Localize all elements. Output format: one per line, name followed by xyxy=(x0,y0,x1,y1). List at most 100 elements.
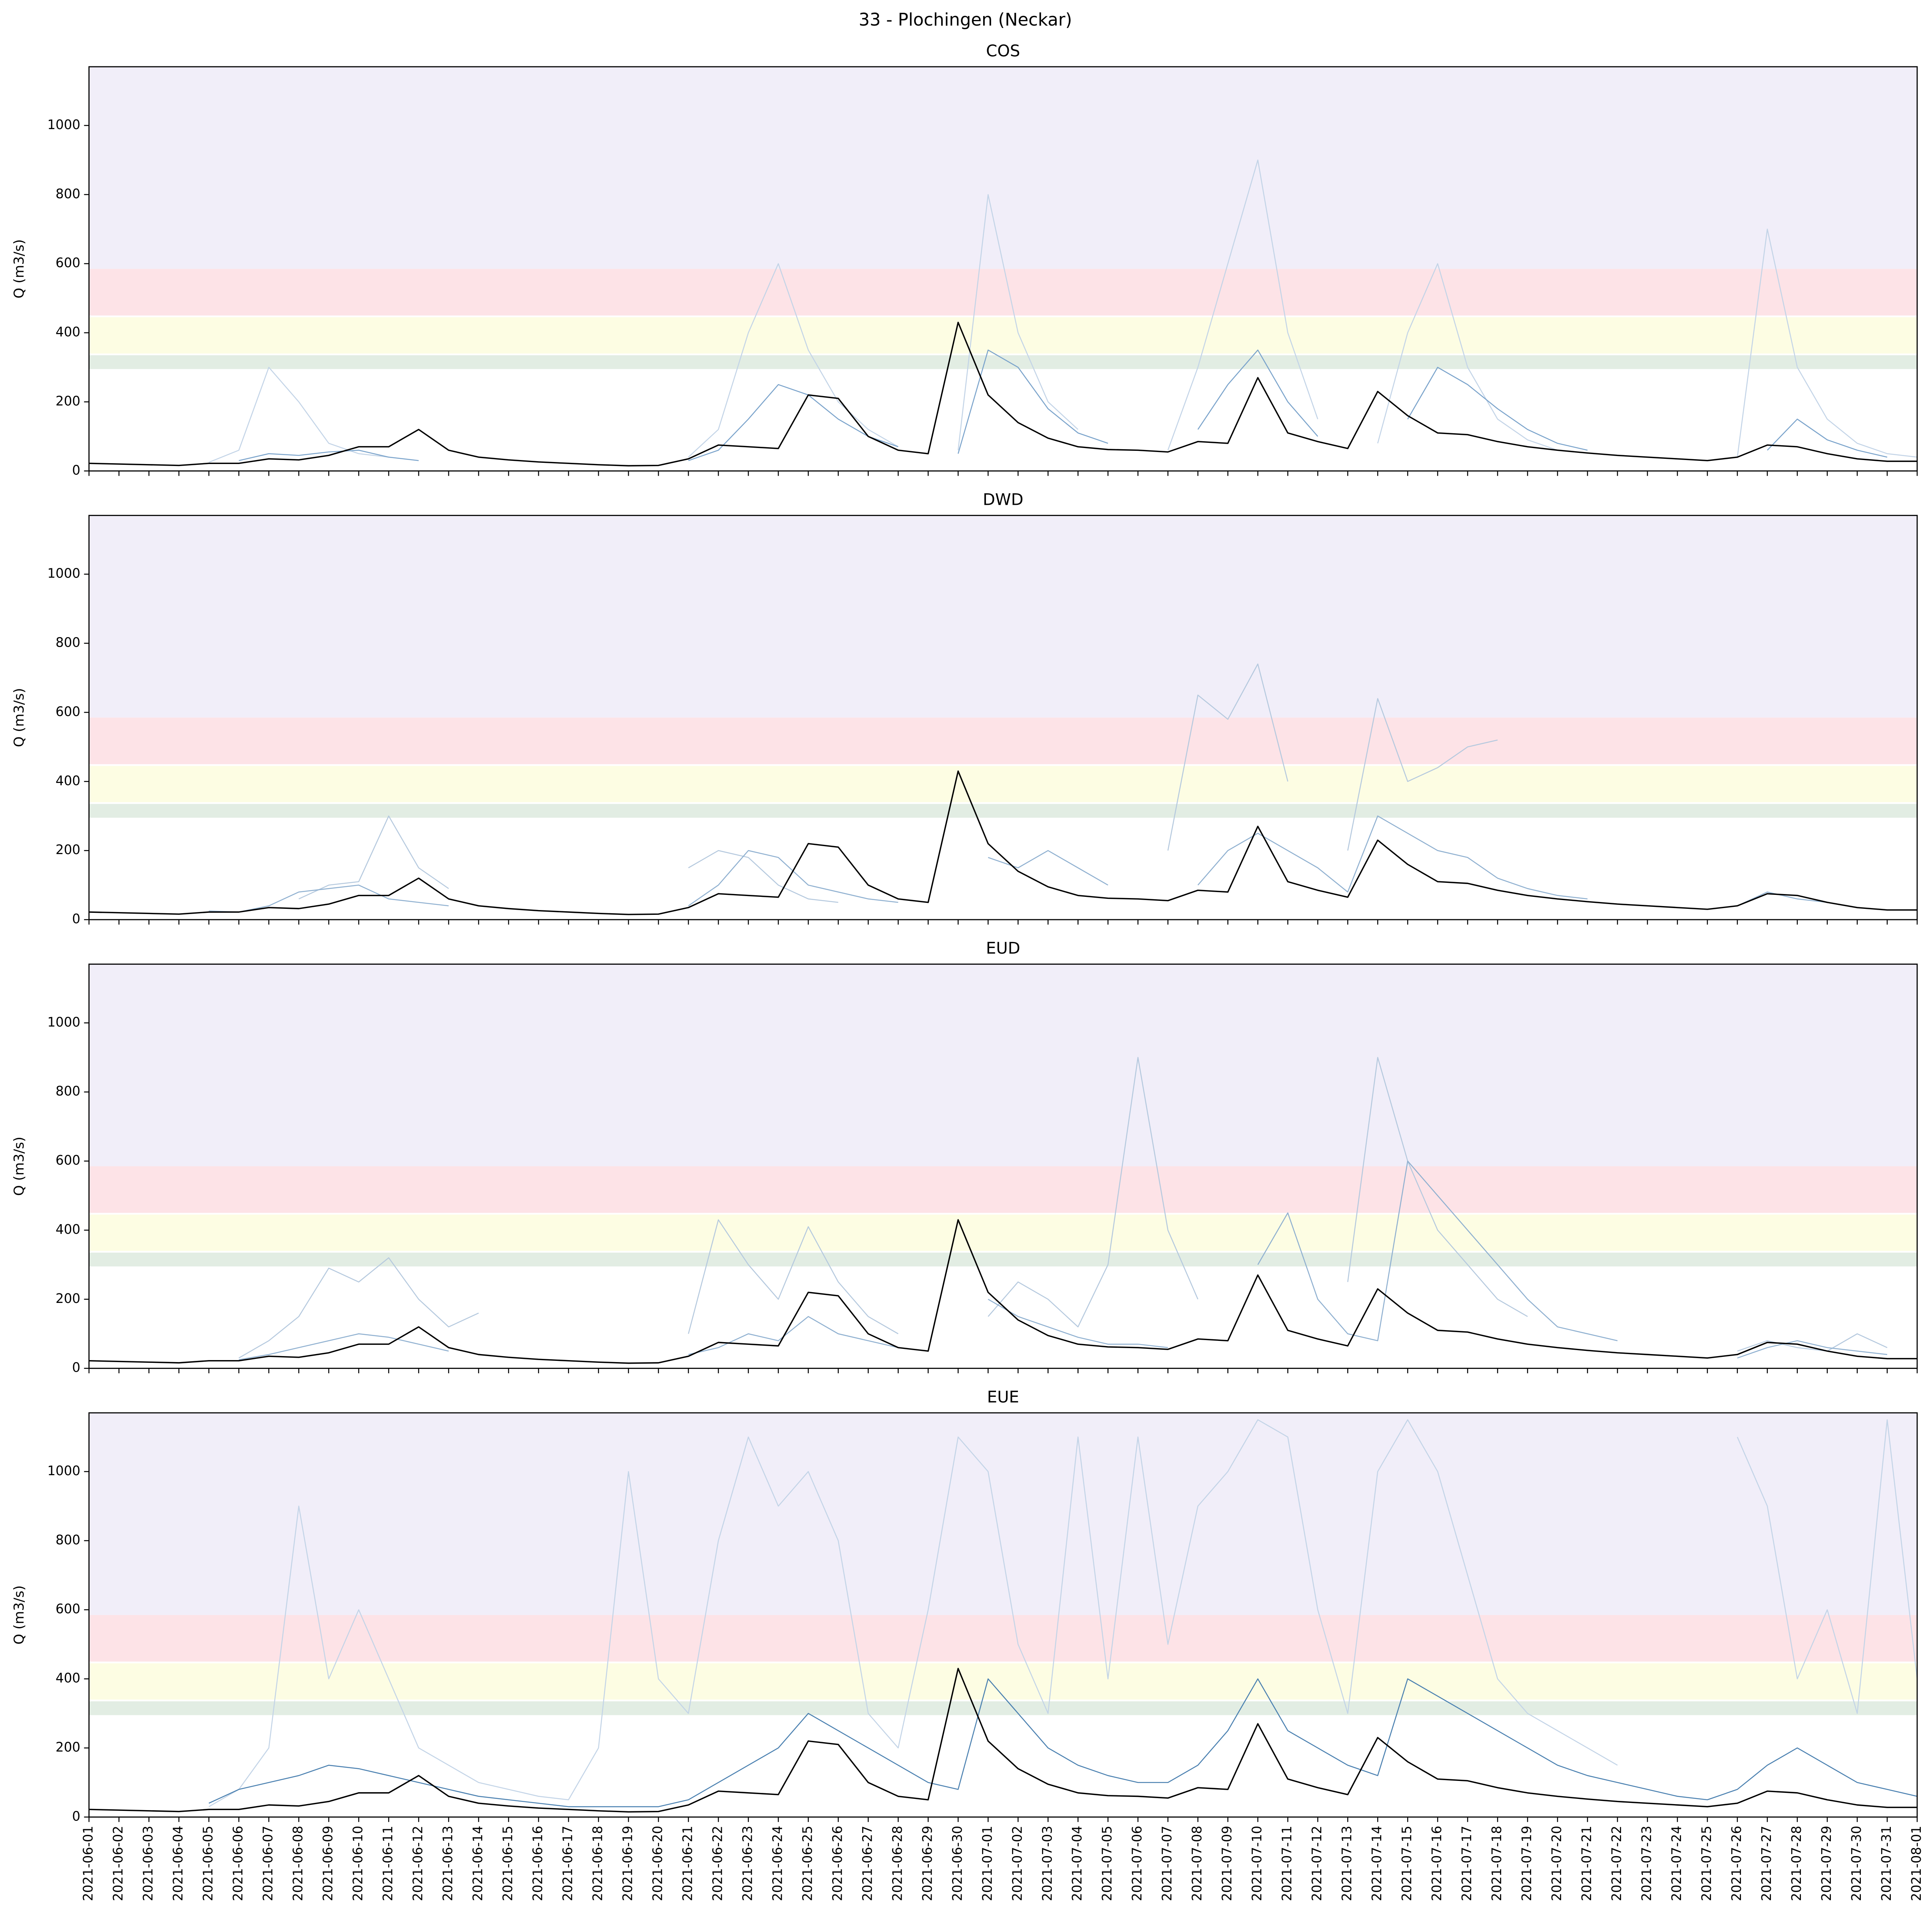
x-tick-label: 2021-07-27 xyxy=(1759,1826,1774,1901)
x-tick-label: 2021-06-01 xyxy=(81,1826,96,1901)
x-tick-label: 2021-08-01 xyxy=(1909,1826,1924,1901)
y-tick-label: 400 xyxy=(56,325,80,340)
x-tick-label: 2021-06-05 xyxy=(201,1826,216,1901)
y-tick-label: 200 xyxy=(56,1739,80,1755)
x-tick-label: 2021-06-14 xyxy=(470,1826,486,1901)
y-tick-label: 0 xyxy=(72,911,80,926)
x-tick-label: 2021-07-28 xyxy=(1789,1826,1804,1901)
x-tick-label: 2021-06-22 xyxy=(710,1826,725,1901)
x-tick-label: 2021-06-10 xyxy=(351,1826,366,1901)
x-tick-label: 2021-07-21 xyxy=(1579,1826,1594,1901)
x-tick-label: 2021-07-10 xyxy=(1249,1826,1265,1901)
x-tick-label: 2021-06-12 xyxy=(410,1826,426,1901)
plot-area xyxy=(89,515,1917,915)
x-tick-label: 2021-07-29 xyxy=(1819,1826,1834,1901)
x-tick-label: 2021-07-07 xyxy=(1159,1826,1175,1901)
observed-line xyxy=(89,1667,1917,1813)
y-tick-label: 200 xyxy=(56,393,80,408)
x-tick-label: 2021-06-28 xyxy=(890,1826,905,1901)
threshold-band xyxy=(89,1413,1917,1615)
y-tick-label: 1000 xyxy=(47,1014,80,1030)
observed-line xyxy=(89,321,1917,467)
x-tick-label: 2021-07-14 xyxy=(1369,1826,1384,1901)
ensemble-line xyxy=(209,1678,1917,1807)
ensemble-line xyxy=(238,1057,1888,1358)
threshold-band xyxy=(89,269,1917,316)
y-tick-label: 1000 xyxy=(47,117,80,132)
y-axis-label: Q (m3/s) xyxy=(11,1585,27,1645)
x-tick-label: 2021-07-23 xyxy=(1639,1826,1654,1901)
x-tick-label: 2021-07-20 xyxy=(1549,1826,1564,1901)
x-tick-label: 2021-07-19 xyxy=(1519,1826,1534,1901)
x-tick-label: 2021-06-27 xyxy=(860,1826,875,1901)
threshold-band xyxy=(89,355,1917,369)
x-tick-label: 2021-07-13 xyxy=(1339,1826,1354,1901)
y-tick-label: 600 xyxy=(56,1153,80,1168)
axes-frame xyxy=(88,66,1918,472)
plot-area xyxy=(89,67,1917,467)
panel-title: EUD xyxy=(986,939,1020,958)
threshold-band xyxy=(89,1615,1917,1662)
x-tick-label: 2021-07-09 xyxy=(1219,1826,1235,1901)
y-tick-label: 0 xyxy=(72,1809,80,1824)
y-tick-label: 800 xyxy=(56,1532,80,1548)
panel-title: DWD xyxy=(983,491,1024,509)
y-tick-label: 800 xyxy=(56,1084,80,1099)
x-tick-label: 2021-07-30 xyxy=(1849,1826,1864,1901)
y-tick-label: 200 xyxy=(56,842,80,857)
x-tick-label: 2021-06-08 xyxy=(291,1826,306,1901)
threshold-band xyxy=(89,1701,1917,1715)
x-tick-label: 2021-07-24 xyxy=(1669,1826,1684,1901)
y-tick-label: 1000 xyxy=(47,1463,80,1478)
threshold-band xyxy=(89,317,1917,354)
x-tick-label: 2021-07-25 xyxy=(1699,1826,1714,1901)
threshold-band xyxy=(89,766,1917,803)
panel-title: EUE xyxy=(987,1388,1019,1406)
figure-title: 33 - Plochingen (Neckar) xyxy=(858,10,1072,30)
threshold-band xyxy=(89,1663,1917,1700)
ensemble-line xyxy=(239,1160,1888,1360)
ensemble-line xyxy=(239,349,1888,461)
observed-line xyxy=(89,770,1917,915)
x-tick-label: 2021-06-02 xyxy=(111,1826,126,1901)
axes-frame xyxy=(88,515,1918,920)
x-tick-label: 2021-06-20 xyxy=(650,1826,665,1901)
x-tick-label: 2021-07-03 xyxy=(1040,1826,1055,1901)
y-axis-label: Q (m3/s) xyxy=(11,688,27,747)
ensemble-line xyxy=(299,663,1498,903)
y-tick-label: 400 xyxy=(56,773,80,788)
x-tick-label: 2021-07-04 xyxy=(1070,1826,1085,1901)
plot-area xyxy=(89,964,1917,1364)
x-tick-label: 2021-06-06 xyxy=(231,1826,246,1901)
y-tick-label: 800 xyxy=(56,186,80,201)
x-tick-label: 2021-06-29 xyxy=(920,1826,935,1901)
y-tick-label: 600 xyxy=(56,255,80,271)
panel-title: COS xyxy=(986,42,1020,60)
x-tick-label: 2021-06-26 xyxy=(830,1826,845,1901)
y-tick-label: 400 xyxy=(56,1671,80,1686)
x-tick-label: 2021-06-25 xyxy=(800,1826,815,1901)
x-tick-label: 2021-06-09 xyxy=(321,1826,336,1901)
y-tick-label: 800 xyxy=(56,635,80,650)
axes-frame xyxy=(88,1412,1918,1818)
x-tick-label: 2021-07-08 xyxy=(1189,1826,1205,1901)
x-tick-label: 2021-07-11 xyxy=(1279,1826,1295,1901)
x-tick-label: 2021-06-03 xyxy=(141,1826,156,1901)
threshold-band xyxy=(89,717,1917,765)
ensemble-line xyxy=(208,1419,1917,1807)
x-tick-label: 2021-06-23 xyxy=(740,1826,755,1901)
x-tick-label: 2021-06-07 xyxy=(261,1826,276,1901)
threshold-band xyxy=(89,1215,1917,1251)
x-tick-label: 2021-07-06 xyxy=(1129,1826,1145,1901)
x-tick-label: 2021-07-02 xyxy=(1010,1826,1025,1901)
threshold-band xyxy=(89,964,1917,1167)
threshold-band xyxy=(89,804,1917,818)
y-tick-label: 600 xyxy=(56,704,80,719)
x-tick-label: 2021-06-21 xyxy=(680,1826,695,1901)
threshold-band xyxy=(89,515,1917,718)
y-tick-label: 600 xyxy=(56,1601,80,1617)
ensemble-line xyxy=(209,159,1917,463)
x-tick-label: 2021-06-13 xyxy=(440,1826,456,1901)
x-tick-label: 2021-06-18 xyxy=(590,1826,605,1901)
